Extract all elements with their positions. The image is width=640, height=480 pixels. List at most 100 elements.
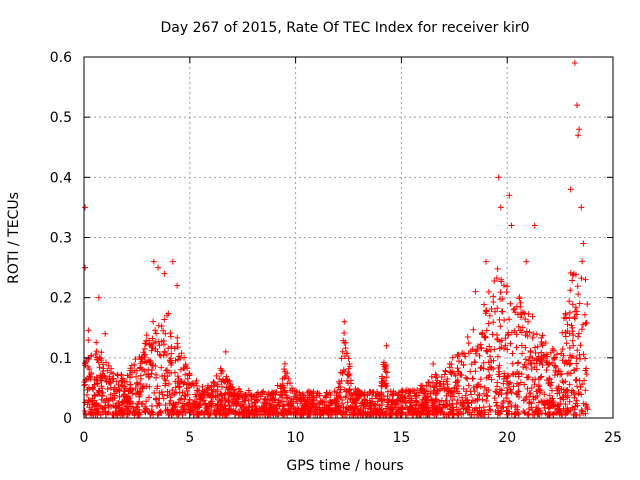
data-point — [93, 401, 100, 408]
data-point — [259, 389, 266, 396]
data-point — [550, 355, 557, 362]
data-point — [101, 372, 108, 379]
data-point — [522, 344, 529, 351]
data-point — [162, 367, 169, 374]
data-point — [322, 394, 329, 401]
data-point — [408, 395, 415, 402]
data-point — [269, 397, 276, 404]
data-point — [502, 342, 509, 349]
data-point — [559, 346, 566, 353]
data-point — [442, 368, 449, 375]
data-point — [166, 400, 173, 407]
data-point — [143, 332, 150, 339]
data-point — [570, 271, 577, 278]
data-point — [141, 367, 148, 374]
data-point — [163, 351, 170, 358]
data-point — [563, 388, 570, 395]
data-point — [338, 355, 345, 362]
data-point — [514, 380, 521, 387]
data-point — [504, 283, 511, 290]
data-point — [569, 277, 576, 284]
data-point — [544, 377, 551, 384]
data-point — [146, 358, 153, 365]
data-point — [501, 370, 508, 377]
data-point — [376, 395, 383, 402]
data-point — [549, 345, 556, 352]
data-point — [143, 383, 150, 390]
data-point — [487, 353, 494, 360]
data-point — [162, 402, 169, 409]
data-point — [279, 382, 286, 389]
data-point — [564, 321, 571, 328]
data-point — [450, 389, 457, 396]
data-point — [503, 288, 510, 295]
data-point — [314, 410, 321, 417]
data-point — [390, 388, 397, 395]
data-point — [368, 402, 375, 409]
data-point — [146, 410, 153, 417]
y-tick-label: 0 — [63, 411, 72, 427]
data-point — [167, 330, 174, 337]
data-point — [177, 366, 184, 373]
data-point — [483, 307, 490, 314]
data-point — [572, 403, 579, 410]
data-point — [378, 378, 385, 385]
data-point — [441, 371, 448, 378]
data-point — [341, 329, 348, 336]
x-tick-label: 5 — [185, 430, 194, 446]
data-point — [505, 329, 512, 336]
data-point — [566, 398, 573, 405]
data-point — [527, 349, 534, 356]
data-point — [125, 388, 132, 395]
data-point — [211, 382, 218, 389]
data-point — [180, 402, 187, 409]
data-point — [483, 258, 490, 265]
data-point — [215, 405, 222, 412]
data-point — [85, 356, 92, 363]
data-point — [566, 381, 573, 388]
data-point — [425, 393, 432, 400]
data-point — [446, 360, 453, 367]
data-point — [399, 405, 406, 412]
data-point — [120, 393, 127, 400]
tick-labels: 0 5 10 15 20 25 0 0.1 0.2 0.3 0.4 0.5 0.6 — [50, 50, 622, 446]
data-point — [526, 394, 533, 401]
data-point — [405, 388, 412, 395]
data-point — [380, 359, 387, 366]
data-point — [521, 361, 528, 368]
data-point — [301, 402, 308, 409]
data-point — [184, 375, 191, 382]
data-point — [555, 385, 562, 392]
data-point — [383, 380, 390, 387]
data-point — [219, 406, 226, 413]
data-point — [99, 392, 106, 399]
data-point — [143, 398, 150, 405]
data-point — [146, 341, 153, 348]
data-point — [299, 390, 306, 397]
data-point — [392, 401, 399, 408]
data-point — [486, 372, 493, 379]
data-point — [347, 391, 354, 398]
data-point — [245, 387, 252, 394]
data-point — [463, 388, 470, 395]
data-point — [543, 359, 550, 366]
data-point — [214, 386, 221, 393]
data-point — [579, 258, 586, 265]
data-point — [543, 366, 550, 373]
data-point — [432, 404, 439, 411]
data-point — [113, 378, 120, 385]
data-point — [559, 329, 566, 336]
data-point — [467, 368, 474, 375]
x-tick-label: 15 — [392, 430, 410, 446]
data-point — [462, 392, 469, 399]
data-point — [501, 345, 508, 352]
data-point — [338, 377, 345, 384]
data-point — [537, 374, 544, 381]
data-point — [103, 395, 110, 402]
data-point — [478, 330, 485, 337]
data-point — [285, 406, 292, 413]
data-point — [82, 264, 89, 271]
data-point — [421, 401, 428, 408]
data-point — [583, 371, 590, 378]
data-point — [124, 405, 131, 412]
